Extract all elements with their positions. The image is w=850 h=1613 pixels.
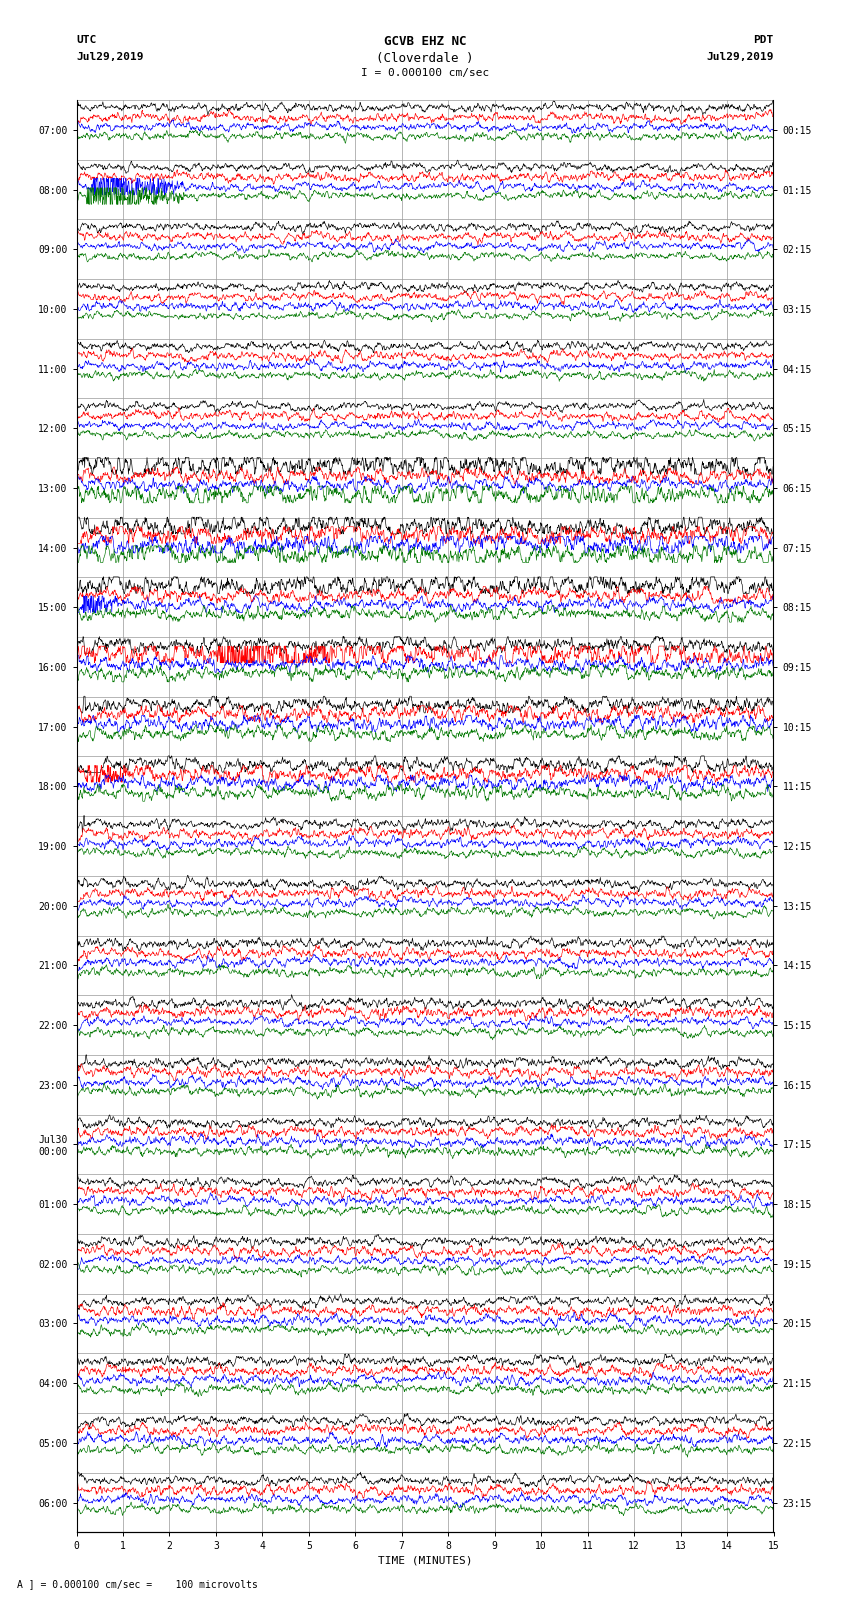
Text: A ] = 0.000100 cm/sec =    100 microvolts: A ] = 0.000100 cm/sec = 100 microvolts — [17, 1579, 258, 1589]
Text: (Cloverdale ): (Cloverdale ) — [377, 52, 473, 65]
Text: GCVB EHZ NC: GCVB EHZ NC — [383, 35, 467, 48]
Text: I = 0.000100 cm/sec: I = 0.000100 cm/sec — [361, 68, 489, 77]
Text: Jul29,2019: Jul29,2019 — [76, 52, 144, 61]
Text: UTC: UTC — [76, 35, 97, 45]
X-axis label: TIME (MINUTES): TIME (MINUTES) — [377, 1555, 473, 1566]
Text: Jul29,2019: Jul29,2019 — [706, 52, 774, 61]
Text: PDT: PDT — [753, 35, 774, 45]
